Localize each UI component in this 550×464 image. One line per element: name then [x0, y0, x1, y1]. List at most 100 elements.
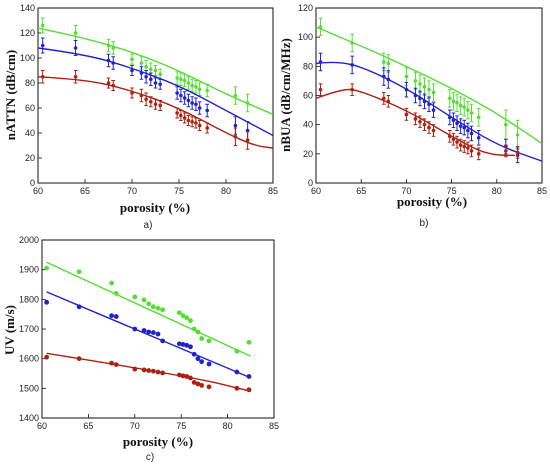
x-tick-label: 60 — [37, 421, 47, 431]
data-point-series-1 — [350, 63, 354, 67]
y-tick-label: 80 — [25, 78, 35, 88]
data-point-series-0 — [515, 133, 520, 137]
data-point-series-0 — [188, 318, 193, 324]
caption-c: c) — [146, 452, 154, 463]
x-tick-label: 70 — [127, 186, 137, 196]
data-point-series-2 — [199, 382, 205, 388]
x-tick-label: 80 — [492, 186, 502, 196]
data-point-series-1 — [194, 102, 198, 107]
data-point-series-1 — [150, 330, 156, 335]
caption-a: a) — [144, 220, 153, 231]
data-point-series-0 — [382, 60, 386, 64]
data-point-series-0 — [195, 329, 201, 335]
data-point-series-0 — [191, 326, 197, 332]
x-tick-label: 70 — [130, 421, 140, 431]
x-axis-label-c: porosity (%) — [123, 434, 193, 449]
data-point-series-2 — [158, 103, 162, 108]
data-point-series-2 — [191, 380, 197, 385]
data-point-series-2 — [245, 138, 250, 143]
y-tick-label: 120 — [298, 3, 313, 13]
y-tick-label: 2000 — [19, 235, 39, 245]
data-point-series-0 — [76, 269, 82, 275]
data-point-series-2 — [515, 150, 520, 155]
data-point-series-2 — [179, 113, 183, 118]
data-point-series-1 — [146, 329, 152, 335]
data-point-series-2 — [413, 117, 418, 121]
data-point-series-1 — [106, 58, 111, 63]
y-tick-label: 1600 — [19, 354, 39, 364]
y-tick-label: 40 — [25, 128, 35, 138]
data-point-series-1 — [188, 344, 193, 350]
data-point-series-2 — [382, 96, 386, 101]
data-point-series-2 — [109, 360, 114, 366]
data-point-series-0 — [413, 79, 418, 83]
data-point-series-2 — [149, 99, 153, 104]
data-point-series-0 — [146, 301, 152, 307]
data-point-series-0 — [113, 291, 119, 296]
data-point-series-1 — [234, 369, 240, 375]
data-point-series-2 — [431, 128, 436, 133]
data-point-series-2 — [455, 140, 459, 144]
data-point-series-1 — [422, 99, 427, 104]
data-point-series-0 — [205, 88, 209, 93]
data-point-series-2 — [386, 99, 391, 104]
data-point-series-2 — [194, 121, 198, 125]
data-point-series-1 — [179, 93, 183, 98]
data-point-series-0 — [153, 68, 158, 73]
data-point-series-2 — [427, 125, 431, 130]
data-point-series-0 — [150, 304, 156, 310]
data-point-series-2 — [153, 102, 158, 107]
data-point-series-0 — [318, 25, 323, 29]
x-tick-label: 65 — [83, 421, 93, 431]
y-tick-label: 40 — [303, 120, 313, 130]
data-point-series-0 — [246, 339, 252, 345]
data-point-series-2 — [73, 74, 78, 79]
data-point-series-1 — [180, 342, 186, 347]
data-point-series-1 — [418, 96, 422, 101]
y-axis-label-a: nATTN (dB/cm) — [3, 50, 18, 140]
data-point-series-1 — [197, 106, 202, 110]
data-point-series-1 — [149, 77, 153, 82]
data-point-series-2 — [206, 384, 212, 390]
x-tick-label: 85 — [268, 186, 278, 196]
data-point-series-1 — [233, 123, 238, 128]
data-point-series-2 — [195, 381, 201, 387]
x-tick-label: 85 — [537, 186, 547, 196]
data-point-series-1 — [144, 74, 148, 79]
data-point-series-2 — [418, 119, 422, 124]
data-point-series-2 — [318, 87, 323, 92]
data-point-series-1 — [427, 102, 431, 107]
data-point-series-2 — [246, 387, 252, 393]
data-point-series-1 — [132, 326, 138, 332]
data-point-series-0 — [233, 93, 238, 98]
data-point-series-1 — [195, 356, 201, 362]
data-point-series-1 — [199, 359, 205, 365]
data-point-series-1 — [153, 81, 158, 85]
data-point-series-0 — [404, 74, 409, 79]
data-point-series-1 — [431, 108, 436, 112]
data-point-series-0 — [106, 43, 111, 48]
data-point-series-2 — [182, 116, 187, 120]
data-point-series-0 — [386, 61, 391, 66]
data-point-series-2 — [144, 97, 148, 102]
y-tick-label: 20 — [25, 153, 35, 163]
data-point-series-2 — [176, 372, 182, 378]
data-point-series-2 — [40, 74, 45, 79]
data-point-series-0 — [234, 348, 240, 354]
plot-data-area — [316, 17, 542, 164]
y-tick-label: 0 — [308, 178, 313, 188]
data-point-series-2 — [184, 374, 190, 379]
data-point-series-2 — [504, 149, 508, 153]
data-point-series-2 — [175, 111, 179, 115]
data-point-series-2 — [111, 83, 115, 88]
data-point-series-2 — [190, 119, 194, 124]
data-point-series-0 — [176, 310, 182, 316]
data-point-series-1 — [44, 299, 50, 305]
data-point-series-1 — [205, 108, 209, 113]
x-tick-label: 60 — [33, 186, 43, 196]
y-axis-label-b: nBUA (dB/cm/MHz) — [278, 38, 293, 152]
data-point-series-2 — [150, 368, 156, 374]
data-point-series-0 — [422, 84, 427, 89]
data-point-series-0 — [130, 57, 134, 62]
